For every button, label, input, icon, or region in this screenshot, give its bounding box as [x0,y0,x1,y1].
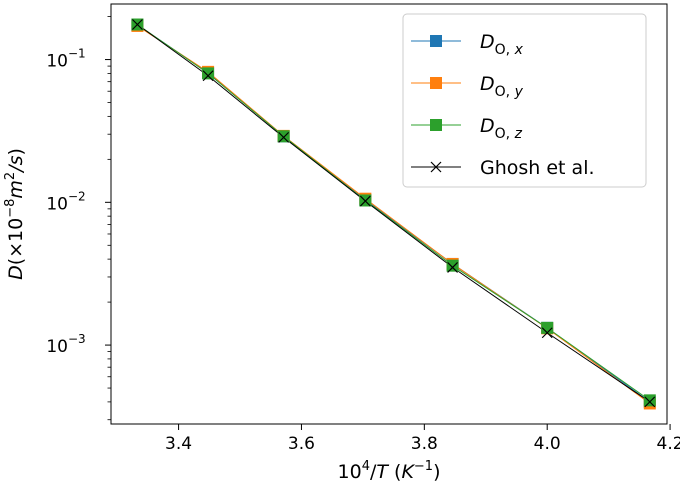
legend-label: Ghosh et al. [480,157,595,179]
data-point [541,327,553,339]
data-point [277,130,290,143]
data-point [359,195,371,207]
data-point [278,131,290,143]
x-tick-label: 3.8 [411,434,438,454]
data-point [202,67,215,80]
legend-frame [402,13,647,188]
series-layer [131,18,656,410]
legend-label: DO, z [480,115,523,142]
data-point [644,396,656,408]
data-point [643,394,656,407]
legend-item: DO, z [411,115,523,142]
data-point [541,321,554,334]
data-point [202,70,214,82]
legend-label: DO, x [480,31,524,58]
data-point [131,19,143,30]
legend-item: Ghosh et al. [411,157,595,179]
y-tick-label: 10−3 [46,332,85,357]
y-axis: 10−3 10−2 10−1 [46,16,111,421]
x-tick-label: 3.4 [165,434,192,454]
legend: DO, x DO, y DO, z Ghosh et al. [402,13,647,188]
legend-marker [430,35,442,47]
legend-marker [430,161,442,173]
x-axis: 3.4 3.6 3.8 4.0 4.2 [165,424,680,454]
legend-marker [430,77,442,89]
legend-item: DO, x [411,31,524,58]
x-axis-label: 104/T (K−1) [338,459,441,483]
x-tick-label: 4.2 [657,434,680,454]
legend-label: DO, y [480,73,524,100]
data-point [447,261,459,273]
y-tick-label: 10−1 [46,47,85,72]
x-tick-label: 4.0 [534,434,561,454]
y-tick-label: 10−2 [46,189,85,214]
data-point [446,259,459,272]
legend-marker [430,119,442,131]
x-tick-label: 3.6 [288,434,315,454]
legend-item: DO, y [411,73,524,100]
y-axis-label: D(×10−8m2/s) [3,148,27,280]
